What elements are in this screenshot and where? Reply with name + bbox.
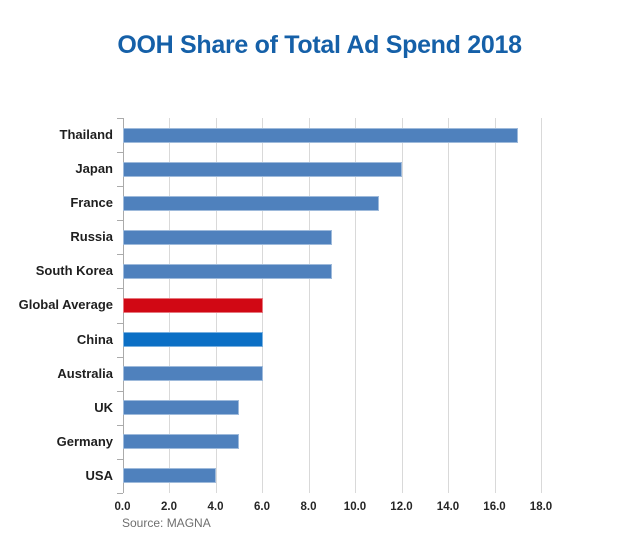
category-label: Thailand bbox=[59, 127, 113, 142]
category-label: France bbox=[70, 195, 113, 211]
bar bbox=[123, 161, 402, 177]
bar bbox=[123, 298, 263, 313]
axis-tick bbox=[116, 118, 123, 119]
x-tick-label: 14.0 bbox=[436, 501, 460, 513]
source-note: Source: MAGNA bbox=[122, 516, 211, 530]
x-tick-label: 18.0 bbox=[529, 501, 553, 513]
axis-tick bbox=[116, 390, 123, 392]
category-label: UK bbox=[94, 399, 113, 415]
bar bbox=[123, 127, 519, 143]
category-label: South Korea bbox=[35, 263, 113, 279]
bar bbox=[123, 366, 263, 382]
x-tick-label: 2.0 bbox=[161, 501, 177, 513]
bar bbox=[123, 195, 379, 211]
bar bbox=[123, 468, 216, 484]
axis-tick bbox=[116, 152, 123, 154]
category-label: Germany bbox=[56, 433, 113, 449]
axis-tick bbox=[116, 322, 123, 324]
bar bbox=[123, 434, 240, 450]
bar bbox=[123, 229, 333, 245]
gridline bbox=[262, 118, 263, 493]
x-tick-label: 0.0 bbox=[114, 501, 131, 513]
axis-tick bbox=[116, 424, 123, 426]
bar bbox=[123, 332, 263, 348]
x-tick-label: 6.0 bbox=[254, 501, 270, 513]
axis-tick bbox=[116, 288, 123, 290]
gridline bbox=[448, 118, 449, 493]
x-tick-label: 8.0 bbox=[300, 501, 317, 513]
x-tick-label: 12.0 bbox=[390, 501, 413, 513]
axis-tick bbox=[116, 493, 123, 494]
axis-tick bbox=[116, 186, 123, 188]
gridline bbox=[541, 118, 542, 493]
category-label: Russia bbox=[70, 229, 113, 245]
gridline bbox=[308, 118, 310, 493]
chart-title: OOH Share of Total Ad Spend 2018 bbox=[117, 31, 522, 59]
category-label: China bbox=[76, 331, 113, 347]
category-label: Japan bbox=[75, 161, 113, 177]
x-tick-label: 10.0 bbox=[343, 501, 367, 513]
gridline bbox=[401, 118, 403, 493]
category-label: USA bbox=[85, 467, 113, 483]
bar bbox=[123, 400, 240, 416]
x-tick-label: 4.0 bbox=[207, 501, 224, 513]
axis-tick bbox=[116, 356, 123, 358]
category-label: Global Average bbox=[18, 297, 113, 313]
bar bbox=[123, 263, 333, 279]
gridline bbox=[494, 118, 496, 493]
axis-tick bbox=[116, 220, 123, 222]
gridline bbox=[355, 118, 356, 493]
category-label: Australia bbox=[57, 365, 113, 381]
axis-tick bbox=[116, 254, 123, 256]
x-tick-label: 16.0 bbox=[483, 501, 506, 513]
axis-tick bbox=[116, 458, 123, 460]
